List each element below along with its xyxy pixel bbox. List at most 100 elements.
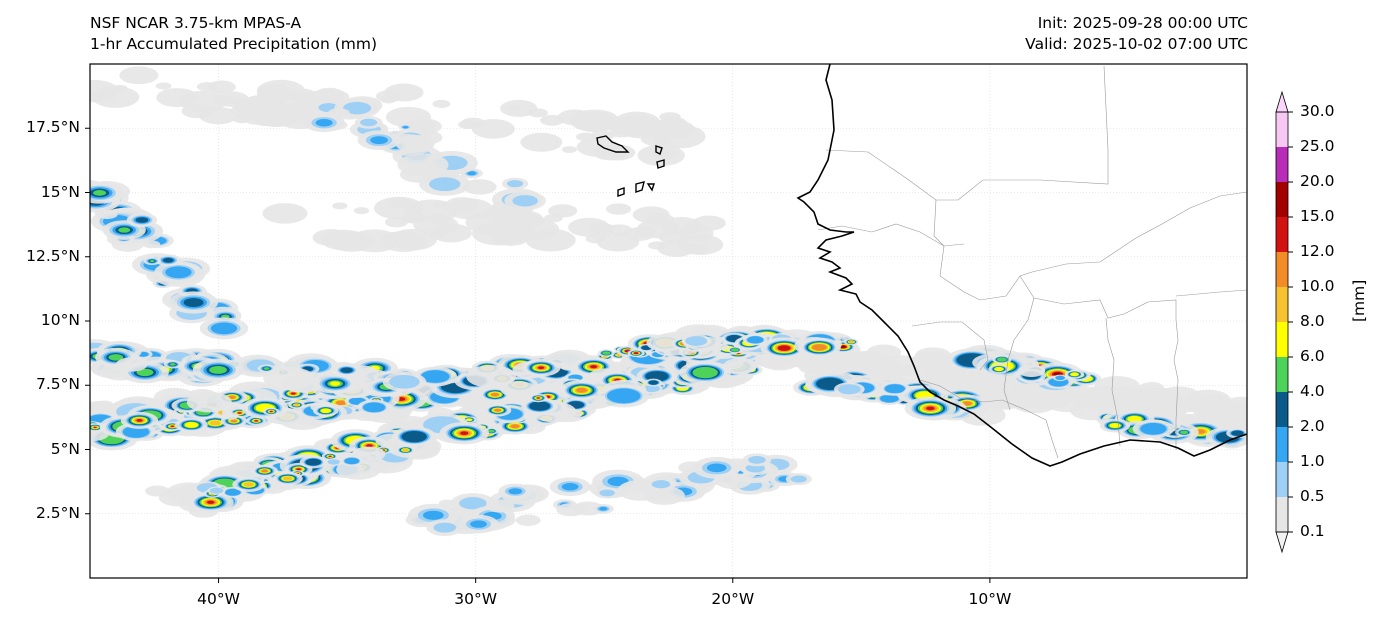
precip-core — [433, 522, 457, 533]
precip-cell — [548, 204, 578, 218]
y-tick-label: 10°N — [40, 311, 80, 329]
precip-cell — [432, 99, 451, 108]
precip-core — [812, 344, 827, 351]
precip-core — [320, 408, 331, 414]
precip-core — [529, 401, 551, 411]
precip-core — [93, 190, 107, 196]
colorbar-level-label: 20.0 — [1300, 172, 1335, 190]
precip-cell — [438, 499, 456, 508]
precip-core — [1109, 423, 1121, 429]
precip-cell — [1124, 397, 1139, 404]
precip-core — [459, 497, 487, 510]
precip-core — [261, 469, 268, 473]
precip-cell — [657, 239, 696, 257]
precip-core — [293, 403, 300, 407]
colorbar-swatch — [1276, 427, 1288, 462]
model-title: NSF NCAR 3.75-km MPAS-A — [90, 14, 302, 32]
country-borders — [817, 65, 1247, 459]
precip-core — [685, 336, 708, 346]
colorbar-swatch — [1276, 392, 1288, 427]
precip-core — [209, 366, 227, 374]
precip-cell — [643, 486, 685, 505]
colorbar-units: [mm] — [1350, 279, 1368, 322]
precip-core — [343, 101, 372, 115]
precip-core — [269, 410, 273, 413]
precip-core — [494, 408, 502, 412]
colorbar-extend-high — [1275, 90, 1289, 113]
precip-cell — [515, 514, 541, 526]
colorbar-level-label: 12.0 — [1300, 242, 1335, 260]
precip-core — [209, 420, 221, 426]
precip-core — [606, 388, 641, 404]
precip-core — [389, 375, 420, 389]
precip-cell — [851, 352, 874, 363]
colorbar-swatch — [1276, 462, 1288, 497]
precip-cell — [648, 241, 667, 250]
precip-core — [363, 402, 386, 413]
precip-core — [149, 259, 155, 263]
chart-header-right: Init: 2025-09-28 00:00 UTC Valid: 2025-1… — [1025, 13, 1248, 55]
y-tick-label: 7.5°N — [36, 375, 80, 394]
precip-core — [420, 370, 450, 383]
precip-core — [263, 367, 270, 370]
colorbar-level-label: 0.1 — [1300, 522, 1325, 540]
precip-cell — [196, 82, 217, 92]
precip-cell — [90, 79, 119, 103]
colorbar-swatch — [1276, 287, 1288, 322]
precip-cell — [328, 108, 350, 118]
precip-core — [210, 322, 238, 335]
precip-core — [296, 468, 301, 471]
y-tick-label: 15°N — [40, 182, 80, 201]
precip-core — [118, 227, 131, 233]
precip-core — [602, 351, 611, 355]
precip-core — [599, 489, 615, 497]
precip-core — [470, 520, 487, 528]
precip-cell — [606, 203, 632, 215]
precip-core — [840, 345, 846, 349]
precip-cell — [280, 374, 319, 393]
precip-core — [633, 352, 639, 355]
precip-cell — [570, 109, 620, 133]
x-tick-label: 20°W — [711, 590, 755, 608]
precip-cell — [221, 412, 239, 420]
precip-core — [335, 400, 347, 406]
precip-core — [487, 429, 495, 433]
precip-core — [880, 394, 899, 403]
init-time: Init: 2025-09-28 00:00 UTC — [1037, 14, 1248, 32]
precip-core — [838, 384, 861, 395]
colorbar-swatch — [1276, 322, 1288, 357]
precipitation-field — [90, 66, 1247, 536]
precip-core — [402, 125, 409, 129]
precip-core — [305, 458, 322, 466]
precip-core — [460, 431, 469, 435]
precip-cell — [235, 110, 258, 121]
precip-cell — [312, 229, 350, 247]
precip-cell — [186, 391, 232, 413]
precip-core — [402, 448, 409, 452]
precip-core — [790, 475, 807, 483]
precip-core — [344, 457, 360, 465]
precip-core — [230, 419, 238, 423]
precip-core — [730, 348, 739, 352]
colorbar-level-label: 10.0 — [1300, 277, 1335, 295]
precip-cell — [471, 119, 515, 139]
precip-core — [491, 392, 499, 397]
y-tick-label: 12.5°N — [26, 246, 80, 265]
precip-core — [590, 365, 598, 369]
x-tick-label: 30°W — [454, 590, 498, 608]
precip-core — [648, 380, 659, 385]
precip-core — [183, 298, 204, 307]
precip-core — [994, 366, 1004, 372]
precip-cell — [798, 360, 828, 374]
field-title: 1-hr Accumulated Precipitation (mm) — [90, 35, 377, 53]
precip-core — [254, 420, 258, 422]
precip-core — [209, 487, 224, 494]
precip-core — [315, 118, 333, 127]
precip-core — [340, 367, 353, 373]
colorbar-swatch — [1276, 182, 1288, 217]
precip-core — [165, 266, 192, 279]
precip-core — [136, 419, 143, 422]
precip-core — [108, 354, 124, 361]
precip-cell — [585, 234, 606, 244]
colorbar-level-label: 2.0 — [1300, 417, 1325, 435]
